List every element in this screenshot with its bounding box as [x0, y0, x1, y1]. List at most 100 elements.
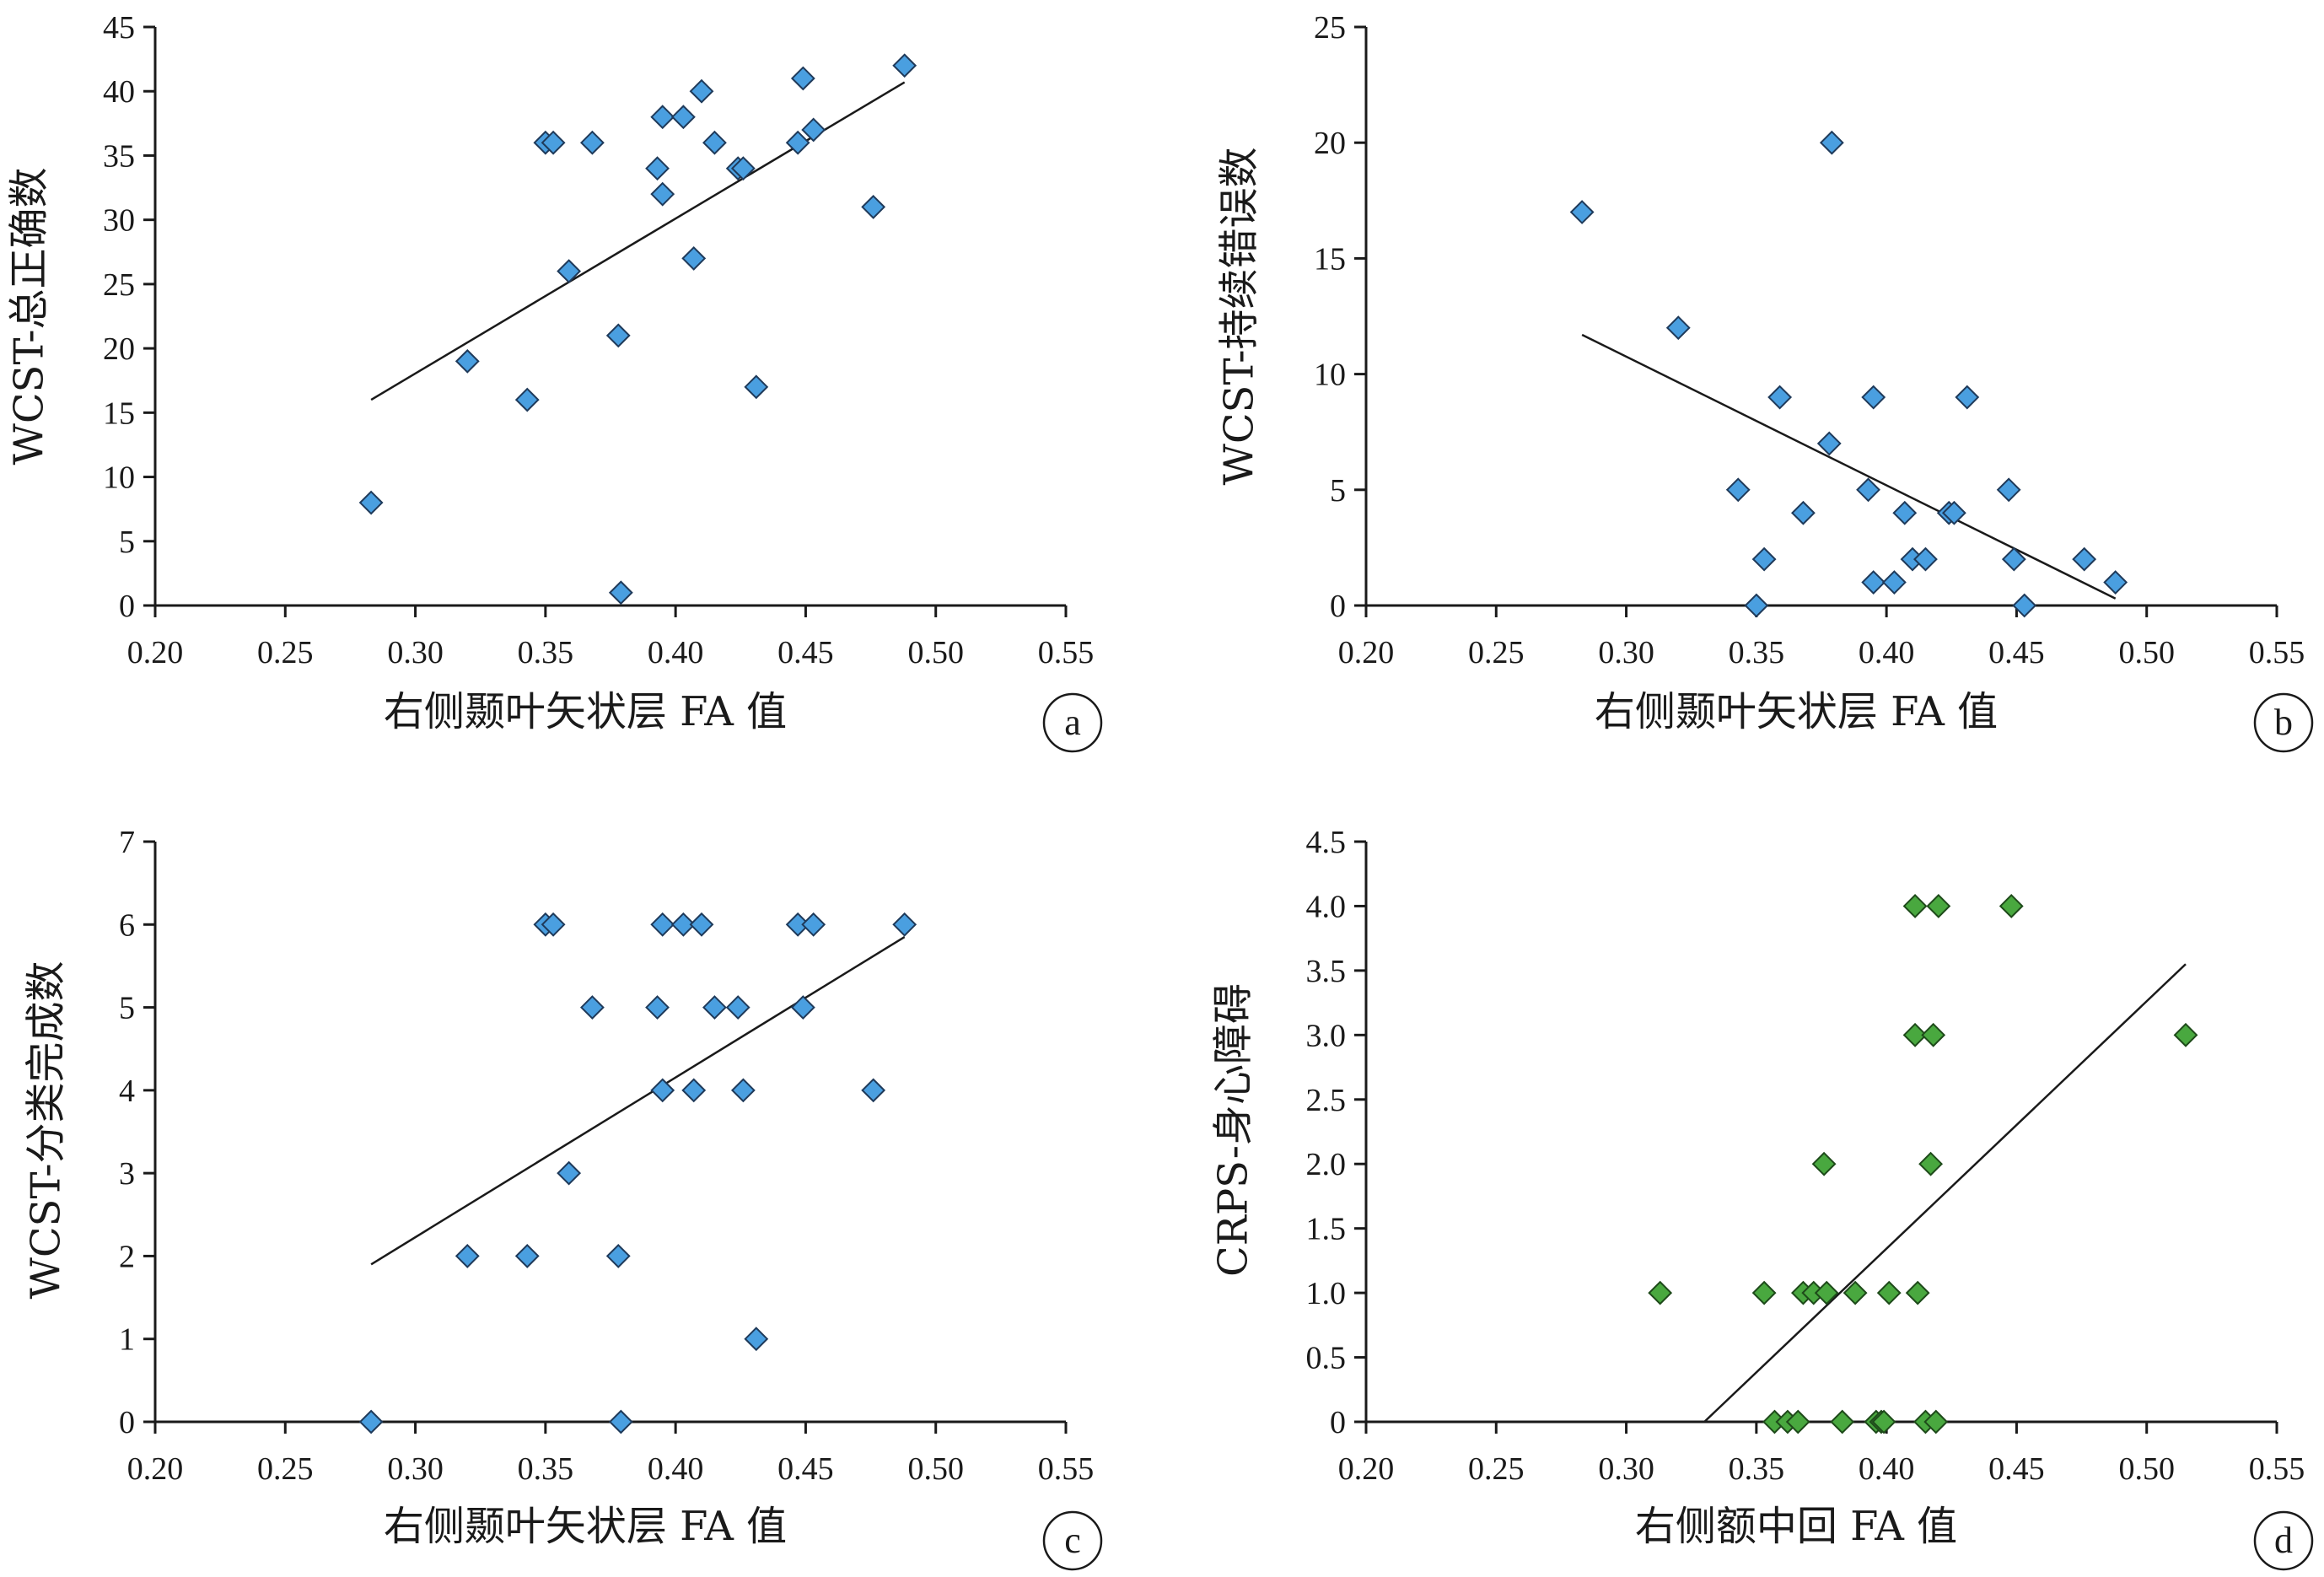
y-tick-label: 2	[119, 1239, 135, 1274]
data-point	[1913, 546, 1938, 572]
y-tick-label: 4.5	[1306, 825, 1347, 860]
data-point	[514, 1244, 540, 1268]
data-point	[1648, 1280, 1673, 1305]
data-point	[2001, 546, 2026, 572]
x-tick-label: 0.35	[518, 635, 574, 670]
data-point	[608, 580, 633, 606]
y-tick-label: 7	[119, 825, 135, 860]
data-point	[455, 348, 480, 374]
y-tick-label: 30	[103, 203, 135, 239]
data-point	[358, 1409, 384, 1434]
x-tick-label: 0.40	[648, 635, 704, 670]
data-point	[725, 995, 750, 1020]
x-tick-label: 0.35	[518, 1451, 574, 1487]
y-tick-label: 35	[103, 138, 135, 174]
x-tick-label: 0.45	[1988, 1451, 2045, 1487]
data-point	[1819, 130, 1844, 155]
data-point	[785, 130, 810, 155]
data-point	[1830, 1409, 1855, 1434]
data-point	[358, 490, 384, 515]
data-point	[1876, 1280, 1902, 1305]
y-tick-label: 2.5	[1306, 1083, 1347, 1118]
panel-letter-circle	[2253, 692, 2314, 753]
y-tick-label: 10	[103, 460, 135, 496]
x-tick-label: 0.25	[1468, 1451, 1525, 1487]
y-tick-label: 4	[119, 1074, 135, 1109]
data-point	[892, 912, 917, 937]
trend-line	[370, 935, 906, 1266]
data-point	[681, 1078, 707, 1103]
y-tick-label: 6	[119, 907, 135, 943]
x-tick-label: 0.25	[1468, 635, 1525, 670]
data-point	[1926, 894, 1951, 918]
panel-a: 0 5 10 15 20 25 30 35 40 45 0.20 0.25 0.30 0.35 0.40 0.…	[6, 10, 1103, 753]
trend-line	[1703, 963, 2187, 1423]
data-point	[702, 130, 727, 155]
data-point	[744, 1327, 769, 1352]
y-tick-label: 40	[103, 74, 135, 110]
data-point	[1996, 477, 2021, 503]
data-point	[1905, 1280, 1930, 1305]
data-point	[1918, 1151, 1944, 1176]
data-point	[650, 912, 675, 937]
data-point	[1871, 1409, 1896, 1434]
data-point	[650, 1078, 675, 1103]
x-tick-label: 0.25	[257, 1451, 314, 1487]
y-tick-label: 25	[1314, 10, 1346, 46]
x-tick-label: 0.55	[2249, 1451, 2305, 1487]
y-tick-label: 5	[119, 991, 135, 1026]
data-point	[1923, 1409, 1949, 1434]
y-tick-label: 0	[1330, 589, 1346, 624]
data-point	[2173, 1022, 2198, 1047]
data-point	[605, 1244, 631, 1268]
data-point	[1999, 894, 2024, 918]
x-tick-label: 0.45	[1988, 635, 2045, 670]
y-tick-label: 5	[119, 525, 135, 560]
y-axis-label: WCST-分类完成数	[23, 961, 70, 1300]
x-tick-label: 0.20	[127, 1451, 184, 1487]
panel-letter-circle	[1042, 1510, 1103, 1571]
x-tick-label: 0.45	[777, 1451, 834, 1487]
data-point	[801, 117, 826, 143]
data-point	[650, 181, 675, 207]
data-point	[650, 105, 675, 130]
panel-letter-circle	[2253, 1510, 2314, 1571]
data-point	[1955, 385, 1980, 410]
data-point	[557, 1160, 582, 1186]
data-point	[1665, 315, 1691, 341]
y-tick-label: 25	[103, 267, 135, 303]
data-point	[670, 105, 696, 130]
data-point	[1751, 1280, 1777, 1305]
x-axis-label: 右侧颞叶矢状层 FA 值	[384, 688, 787, 735]
y-tick-label: 45	[103, 10, 135, 46]
x-tick-label: 0.20	[127, 635, 184, 670]
x-tick-label: 0.30	[387, 1451, 444, 1487]
data-point	[1902, 1022, 1928, 1047]
y-tick-label: 10	[1314, 358, 1346, 393]
data-point	[681, 245, 707, 271]
x-tick-label: 0.40	[648, 1451, 704, 1487]
data-point	[1816, 431, 1842, 456]
data-point	[1744, 593, 1769, 618]
data-point	[1881, 570, 1907, 595]
data-point	[744, 374, 769, 400]
data-point	[1941, 500, 1966, 525]
panel-letter: b	[2274, 702, 2293, 743]
data-point	[455, 1244, 480, 1268]
y-tick-label: 0	[119, 589, 135, 624]
y-tick-label: 15	[103, 396, 135, 431]
data-point	[645, 156, 670, 181]
data-point	[1892, 500, 1918, 525]
x-tick-label: 0.55	[1038, 635, 1095, 670]
data-point	[1861, 570, 1886, 595]
data-point	[670, 912, 696, 937]
panel-letter-circle	[1042, 692, 1103, 753]
y-axis-label: CRPS-身心障碍	[1210, 983, 1257, 1277]
x-tick-label: 0.25	[257, 635, 314, 670]
panel-letter: c	[1064, 1520, 1081, 1561]
panel-b: 0 5 10 15 20 25 0.20 0.25 0.30 0.35 0.40 0.45 0.50 0.…	[1216, 10, 2314, 753]
y-tick-label: 3	[119, 1156, 135, 1192]
y-axis-label: WCST-总正确数	[6, 168, 53, 466]
panel-d: 0 0.5 1.0 1.5 2.0 2.5 3.0 3.5 4.0 4.5 0.20 0.25 0.30…	[1210, 825, 2314, 1571]
